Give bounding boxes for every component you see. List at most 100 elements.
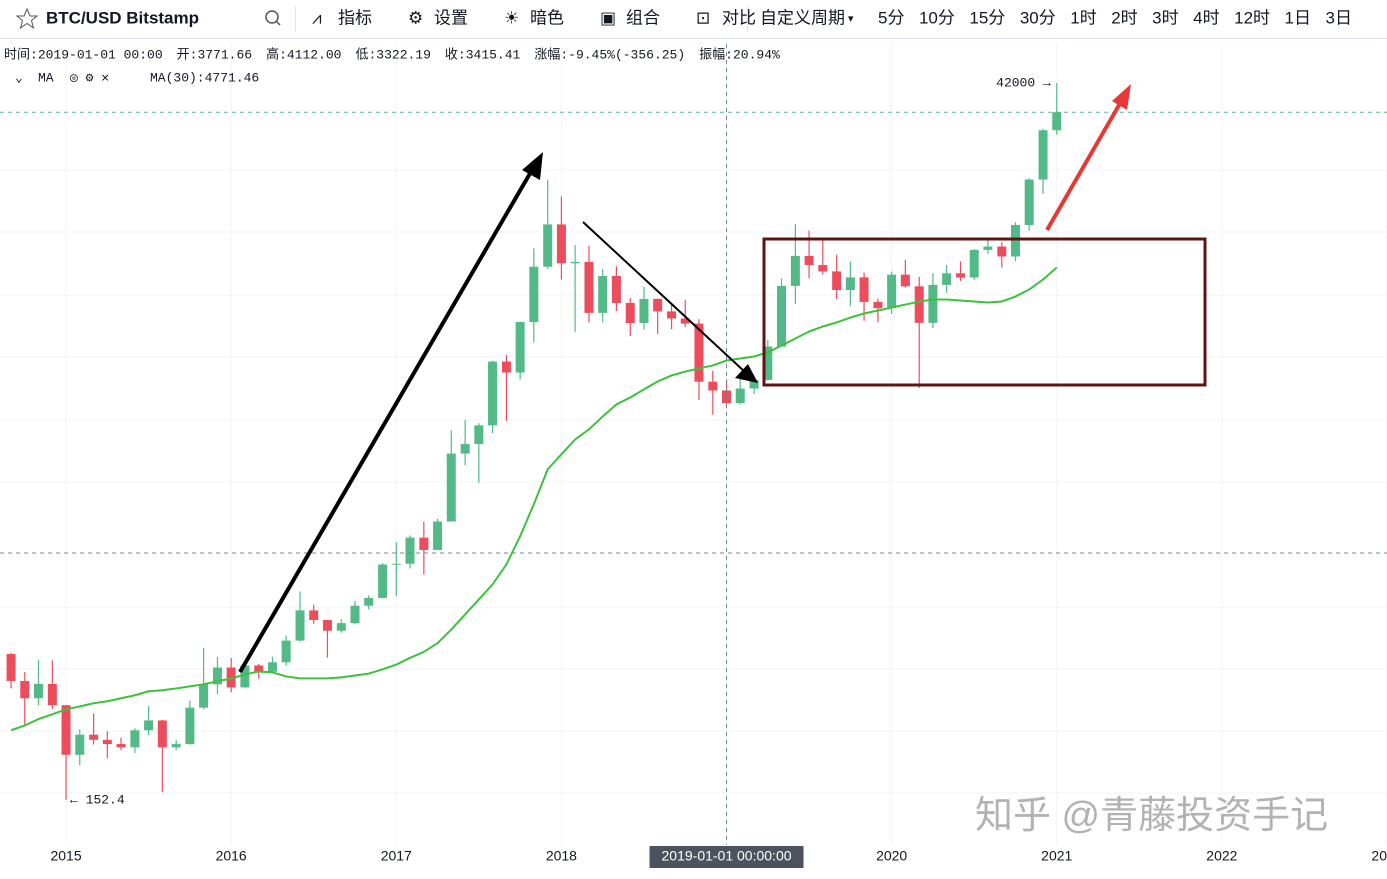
arrow-head (522, 152, 543, 180)
candle-body (529, 266, 539, 323)
candle-body (433, 521, 443, 551)
candle-body (61, 705, 71, 755)
x-axis: 2015201620172018201920202021202220232019… (50, 846, 1387, 868)
tool-icon: ▣ (600, 8, 616, 27)
candle-body (6, 654, 16, 681)
info-value: 3771.66 (197, 47, 252, 62)
candle-body (708, 381, 718, 391)
candle-body (598, 276, 608, 313)
ma-toggle[interactable]: ⌄ (15, 70, 23, 85)
candle-body (254, 665, 264, 672)
tool-button[interactable]: 暗色 (530, 8, 564, 27)
candle-body (611, 276, 621, 303)
candle-body (570, 261, 580, 264)
period-button[interactable]: 1时 (1070, 8, 1096, 27)
x-tick-label: 2020 (876, 848, 907, 864)
candle-body (914, 286, 924, 323)
candle-body (350, 605, 360, 624)
candle-body (336, 623, 346, 631)
range-box (762, 237, 1207, 387)
x-tick-label: 2017 (381, 848, 412, 864)
tool-icon: ⚙ (408, 8, 423, 27)
ma-line (10, 266, 1058, 732)
period-button[interactable]: 30分 (1020, 8, 1056, 27)
candle-body (460, 443, 470, 454)
crosshair-label: 2019-01-01 00:00:00 (662, 848, 792, 864)
info-label: 时间: (4, 47, 38, 62)
arrow-head (1112, 84, 1131, 110)
period-button[interactable]: 3时 (1152, 8, 1178, 27)
star-icon[interactable] (15, 7, 39, 30)
period-button[interactable]: 5分 (878, 8, 904, 27)
candle-body (694, 323, 704, 382)
info-value: 3415.41 (466, 47, 521, 62)
period-button[interactable]: 1日 (1285, 8, 1311, 27)
candle-body (281, 640, 291, 663)
period-button[interactable]: 3日 (1326, 8, 1352, 27)
ma-name: MA (38, 70, 54, 85)
candle-body (364, 597, 374, 606)
period-button[interactable]: 15分 (969, 8, 1005, 27)
candle-body (405, 537, 415, 564)
info-value: 2019-01-01 00:00 (38, 47, 163, 62)
annotation: ← 152.4 (70, 792, 125, 807)
candle-body (900, 274, 910, 287)
ma-label: MA(30):4771.46 (150, 70, 259, 85)
candle-body (1038, 130, 1048, 180)
candle-body (102, 739, 112, 745)
x-tick-label: 2016 (216, 848, 247, 864)
candle-body (790, 256, 800, 286)
candle-body (378, 564, 388, 598)
x-tick-label: 2022 (1206, 848, 1237, 864)
period-button[interactable]: 2时 (1111, 8, 1137, 27)
candle-body (859, 277, 869, 302)
candle-body (942, 273, 952, 285)
toolbar (0, 0, 1387, 38)
candle-body (295, 610, 305, 641)
candle-body (556, 224, 566, 264)
candle-body (983, 246, 993, 250)
tool-icon: ☀ (504, 8, 519, 27)
info-label: 涨幅: (534, 47, 568, 62)
tool-button[interactable]: 设置 (434, 8, 468, 27)
candle-body (735, 388, 745, 404)
candle-body (804, 256, 814, 266)
candle-body (144, 720, 154, 731)
symbol[interactable]: BTC/USD Bitstamp (46, 8, 199, 27)
tool-button[interactable]: 对比 (722, 8, 756, 27)
candle-body (474, 425, 484, 444)
candle-body (969, 249, 979, 278)
candle-body (997, 246, 1007, 257)
candle-body (185, 707, 195, 745)
ma-icons[interactable]: ◎ ⚙ ✕ (70, 70, 109, 85)
candle-body (89, 734, 99, 740)
period-button[interactable]: 4时 (1193, 8, 1219, 27)
candle-body (1010, 224, 1020, 257)
period-button[interactable]: 10分 (919, 8, 955, 27)
up-arrow (238, 168, 534, 674)
down-arrow (582, 221, 746, 373)
period-button[interactable]: 12时 (1234, 8, 1270, 27)
info-label: 开: (177, 47, 198, 62)
search-icon (275, 20, 281, 26)
candle-body (157, 720, 167, 748)
tool-button[interactable]: 组合 (626, 8, 660, 27)
candle-body (928, 284, 938, 323)
annotation: 42000 → (996, 75, 1051, 90)
custom-period[interactable]: 自定义周期 (760, 8, 845, 27)
candle-body (887, 274, 897, 309)
info-label: 低: (355, 47, 376, 62)
candle-body (955, 273, 965, 278)
candle-body (818, 265, 828, 272)
x-tick-label: 2018 (546, 848, 577, 864)
x-tick-label: 2015 (50, 848, 81, 864)
candle-body (625, 302, 635, 324)
candle-body (446, 453, 456, 522)
candle-body (171, 744, 181, 748)
search-icon[interactable] (265, 10, 279, 24)
plot: 42000 → ← 152.4 (0, 44, 1387, 845)
tool-button[interactable]: 指标 (338, 8, 372, 27)
info-value: 3322.19 (376, 47, 431, 62)
candle-body (1024, 179, 1034, 225)
